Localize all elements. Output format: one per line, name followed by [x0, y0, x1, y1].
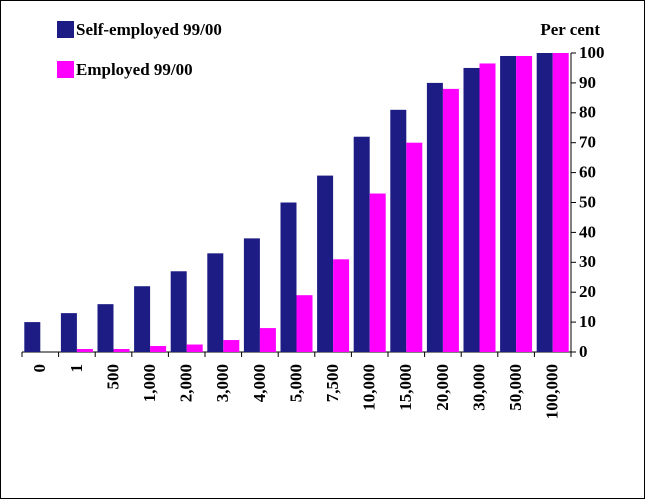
bar [463, 67, 480, 352]
y-tick-label: 20 [579, 282, 596, 301]
bar [170, 271, 187, 352]
bar [134, 286, 151, 352]
bar [24, 322, 41, 352]
x-tick-label: 500 [103, 364, 122, 390]
x-tick-label: 1,000 [140, 364, 159, 402]
x-tick-label: 0 [30, 364, 49, 373]
bar [516, 55, 533, 353]
x-tick-label: 2,000 [177, 364, 196, 402]
y-tick-label: 0 [579, 342, 588, 361]
y-tick-label: 60 [579, 163, 596, 182]
x-tick-label: 50,000 [506, 364, 525, 411]
bar [296, 295, 313, 352]
bar [223, 340, 240, 352]
bar [369, 193, 386, 352]
y-axis-label: Per cent [540, 20, 600, 39]
bar [426, 82, 443, 353]
bar [259, 328, 276, 352]
bar [406, 142, 423, 352]
bar [390, 109, 407, 352]
bar [60, 313, 77, 352]
bar [113, 349, 130, 352]
bar [97, 304, 114, 352]
bar [353, 136, 370, 352]
y-tick-label: 40 [579, 222, 596, 241]
bar [552, 53, 569, 352]
legend-swatch [57, 61, 74, 78]
x-tick-label: 5,000 [286, 364, 305, 402]
bar [500, 55, 517, 353]
x-tick-label: 10,000 [360, 364, 379, 411]
y-tick-label: 10 [579, 312, 596, 331]
legend-label: Self-employed 99/00 [76, 20, 222, 39]
y-tick-label: 90 [579, 73, 596, 92]
bar [479, 63, 496, 353]
y-tick-label: 30 [579, 252, 596, 271]
x-tick-label: 4,000 [250, 364, 269, 402]
x-tick-label: 20,000 [433, 364, 452, 411]
bar [76, 349, 93, 352]
legend-swatch [57, 21, 74, 38]
bar [243, 238, 260, 352]
bar [442, 88, 459, 352]
bar [317, 175, 334, 352]
bar [536, 53, 553, 352]
x-tick-label: 100,000 [543, 364, 562, 419]
y-tick-label: 80 [579, 103, 596, 122]
x-tick-label: 3,000 [213, 364, 232, 402]
bar [333, 259, 350, 352]
x-tick-label: 15,000 [396, 364, 415, 411]
y-tick-label: 70 [579, 133, 596, 152]
bar [186, 344, 203, 352]
y-tick-label: 100 [579, 43, 605, 62]
legend-label: Employed 99/00 [76, 60, 193, 79]
x-tick-label: 7,500 [323, 364, 342, 402]
y-tick-label: 50 [579, 192, 596, 211]
bar [207, 253, 224, 352]
bar [150, 346, 167, 352]
x-tick-label: 1 [67, 364, 86, 373]
bar [280, 202, 297, 352]
x-tick-label: 30,000 [469, 364, 488, 411]
